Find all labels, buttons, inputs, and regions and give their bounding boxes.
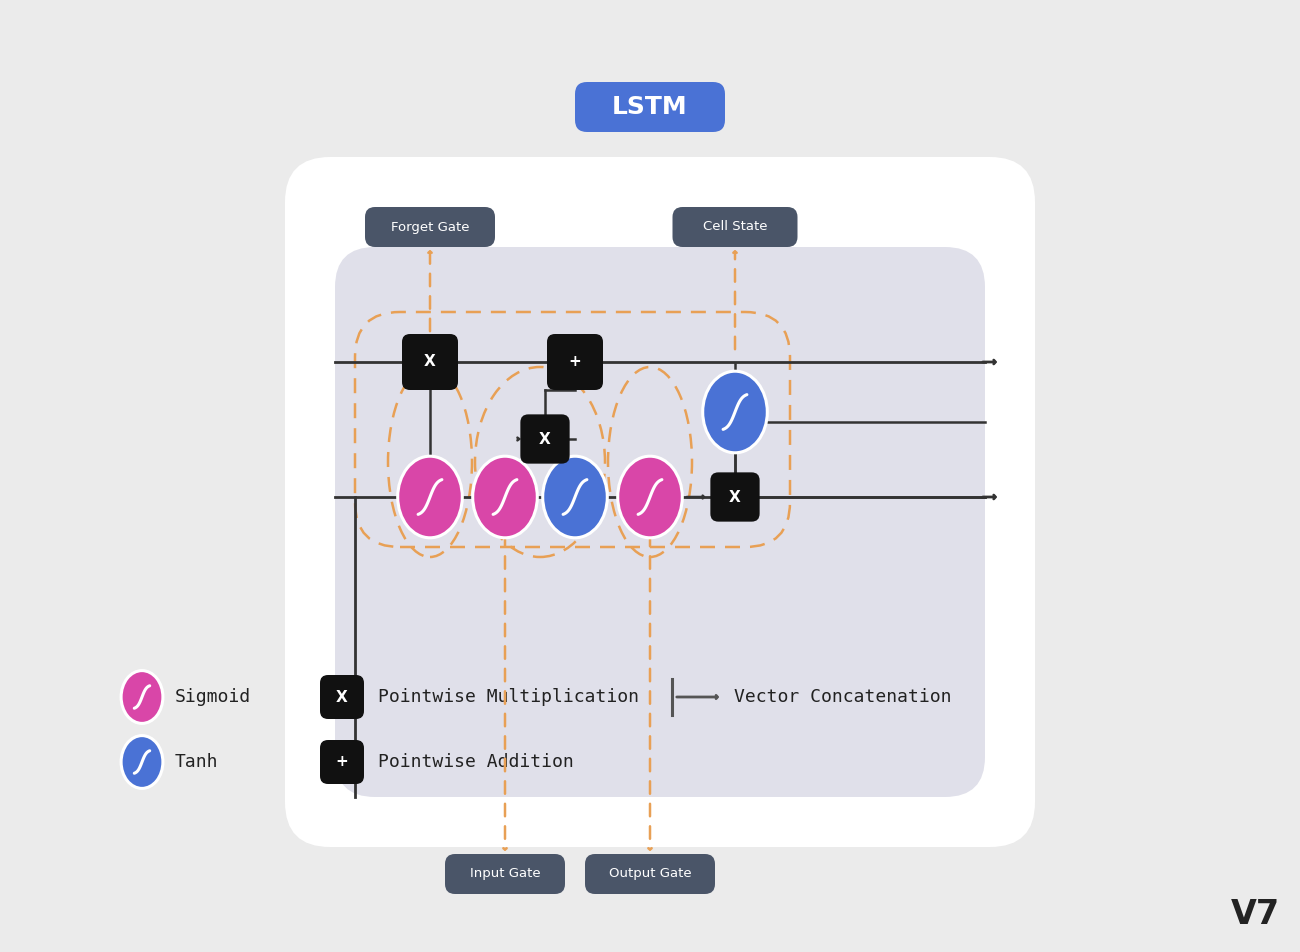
FancyBboxPatch shape	[320, 675, 364, 719]
Text: Tanh: Tanh	[176, 753, 218, 771]
Text: LSTM: LSTM	[612, 95, 688, 119]
Text: Vector Concatenation: Vector Concatenation	[734, 688, 952, 706]
Text: X: X	[540, 431, 551, 446]
Text: Output Gate: Output Gate	[608, 867, 692, 881]
Text: X: X	[729, 489, 741, 505]
Ellipse shape	[398, 456, 463, 538]
FancyBboxPatch shape	[575, 82, 725, 132]
FancyBboxPatch shape	[335, 247, 985, 797]
Ellipse shape	[703, 371, 767, 453]
Text: X: X	[337, 689, 348, 704]
Text: Input Gate: Input Gate	[469, 867, 541, 881]
Text: Cell State: Cell State	[703, 221, 767, 233]
Ellipse shape	[618, 456, 682, 538]
FancyBboxPatch shape	[445, 854, 566, 894]
FancyBboxPatch shape	[320, 740, 364, 784]
Ellipse shape	[121, 736, 162, 788]
Ellipse shape	[121, 670, 162, 724]
FancyBboxPatch shape	[710, 472, 759, 522]
Text: +: +	[568, 354, 581, 369]
FancyBboxPatch shape	[402, 334, 458, 390]
FancyBboxPatch shape	[585, 854, 715, 894]
FancyBboxPatch shape	[365, 207, 495, 247]
Text: Sigmoid: Sigmoid	[176, 688, 251, 706]
FancyBboxPatch shape	[520, 414, 569, 464]
FancyBboxPatch shape	[285, 157, 1035, 847]
Text: V7: V7	[1230, 898, 1279, 930]
Text: +: +	[335, 755, 348, 769]
FancyBboxPatch shape	[672, 207, 797, 247]
Text: Pointwise Multiplication: Pointwise Multiplication	[378, 688, 640, 706]
Text: Forget Gate: Forget Gate	[391, 221, 469, 233]
FancyBboxPatch shape	[547, 334, 603, 390]
Ellipse shape	[473, 456, 537, 538]
Ellipse shape	[542, 456, 607, 538]
Text: X: X	[424, 354, 436, 369]
Text: Pointwise Addition: Pointwise Addition	[378, 753, 573, 771]
